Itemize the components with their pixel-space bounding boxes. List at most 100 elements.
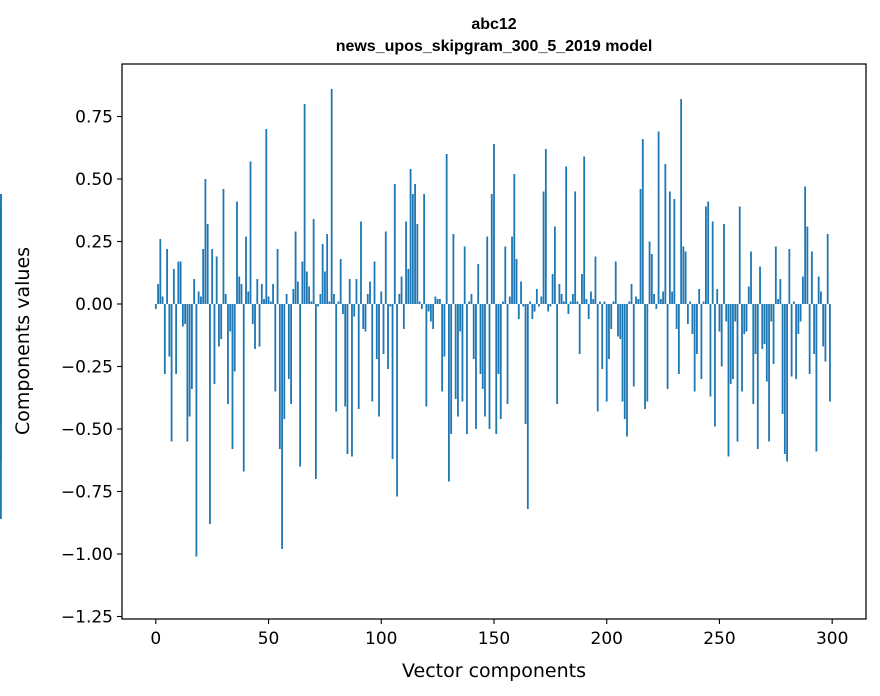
bar [720, 304, 723, 367]
bar [626, 304, 628, 437]
bar [792, 301, 795, 304]
bar [797, 304, 800, 334]
bar [432, 304, 435, 329]
bar [605, 304, 608, 402]
bar [829, 304, 831, 402]
bar [533, 304, 536, 312]
bar [436, 299, 439, 304]
bar [673, 199, 676, 304]
bar [511, 236, 513, 304]
bars [0, 89, 831, 557]
bar [752, 304, 755, 404]
bar [416, 224, 419, 304]
bar [668, 191, 671, 304]
bar [484, 304, 486, 417]
bar [578, 304, 581, 354]
bar [457, 304, 459, 417]
bar [824, 304, 827, 362]
bar [709, 304, 712, 397]
bar [777, 299, 779, 304]
bar [454, 304, 457, 399]
bar [287, 304, 290, 379]
bar [339, 259, 342, 304]
bar [743, 304, 746, 334]
bar [572, 294, 574, 304]
bar [680, 99, 683, 304]
bar [249, 161, 252, 304]
bar [754, 304, 757, 354]
bar [808, 304, 811, 374]
bar [727, 304, 730, 457]
bar [414, 184, 416, 304]
bar [448, 304, 450, 482]
bar [211, 249, 214, 304]
bar [479, 304, 482, 374]
bar [556, 304, 559, 404]
bar [0, 304, 2, 362]
bar [801, 276, 804, 304]
x-tick-label: 100 [365, 629, 397, 649]
bar [337, 301, 340, 304]
bar [301, 261, 304, 304]
bar [599, 301, 601, 304]
bar [806, 226, 809, 304]
bar [292, 289, 295, 304]
bar [560, 294, 563, 304]
bar [434, 296, 437, 304]
bar [310, 301, 313, 304]
bar [188, 304, 191, 417]
bar [197, 291, 200, 304]
bar [583, 156, 586, 304]
bar [387, 304, 389, 369]
x-tick-label: 0 [150, 629, 161, 649]
bar [481, 304, 484, 389]
bar [763, 304, 766, 344]
bar [653, 294, 655, 304]
bar [170, 304, 173, 442]
chart-subtitle: news_upos_skipgram_300_5_2019 model [336, 38, 653, 55]
bar [524, 304, 527, 424]
bar [220, 304, 223, 339]
bar [215, 256, 218, 304]
bar [398, 294, 401, 304]
bar [601, 304, 604, 369]
bar [574, 191, 577, 304]
bar [623, 304, 626, 419]
bar [522, 304, 525, 307]
chart-title: abc12 [471, 16, 516, 33]
bar [312, 219, 315, 304]
y-tick-label: 0.75 [75, 108, 113, 128]
bar [657, 131, 660, 304]
bar [490, 194, 493, 304]
bar [213, 304, 216, 384]
bar [659, 299, 662, 304]
bar [698, 289, 701, 304]
bar [675, 304, 678, 329]
bar [450, 304, 453, 434]
x-tick-label: 200 [591, 629, 623, 649]
bar [619, 304, 622, 339]
bar [493, 144, 495, 304]
bar [585, 299, 588, 304]
bar [517, 304, 520, 319]
bar [303, 104, 306, 304]
bar [242, 304, 245, 472]
bar [655, 304, 658, 309]
bar [445, 154, 448, 304]
bar [409, 169, 412, 304]
bar [529, 301, 531, 304]
bar [732, 304, 734, 379]
x-axis-label: Vector components [402, 660, 586, 682]
bar [172, 269, 175, 304]
bar [759, 266, 761, 304]
bar [781, 304, 784, 414]
bar [380, 291, 383, 304]
bar [596, 304, 599, 412]
bar [357, 304, 360, 409]
bar [508, 296, 511, 304]
bar [689, 301, 692, 304]
bar [202, 249, 205, 304]
bar [452, 234, 455, 304]
bar [567, 304, 570, 314]
bar [0, 284, 2, 304]
